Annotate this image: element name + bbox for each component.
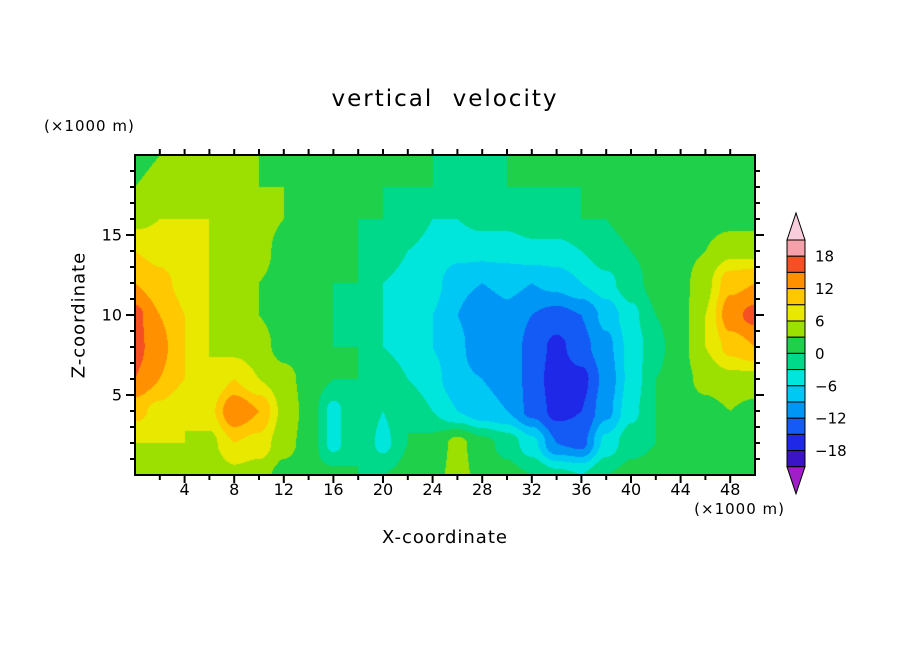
colorbar-segment bbox=[786, 385, 806, 403]
y-tick-label: 5 bbox=[111, 385, 122, 405]
colorbar-label: 12 bbox=[815, 280, 834, 298]
x-tick-label: 8 bbox=[229, 480, 240, 499]
colorbar-segment bbox=[786, 401, 806, 419]
contour-canvas bbox=[135, 155, 755, 475]
x-tick-label: 44 bbox=[670, 480, 691, 499]
colorbar-segment bbox=[786, 369, 806, 387]
colorbar-segment bbox=[786, 255, 806, 273]
colorbar-label: −18 bbox=[815, 442, 847, 460]
colorbar-segment bbox=[786, 320, 806, 338]
x-tick-label: 28 bbox=[472, 480, 493, 499]
colorbar-label: 6 bbox=[815, 313, 825, 331]
y-tick-label: 10 bbox=[101, 305, 122, 325]
x-tick-label: 4 bbox=[179, 480, 190, 499]
x-tick-label: 48 bbox=[720, 480, 741, 499]
colorbar-arrow-down bbox=[786, 466, 806, 496]
colorbar-label: −12 bbox=[815, 410, 847, 428]
x-tick-label: 20 bbox=[372, 480, 394, 499]
x-tick-label: 40 bbox=[620, 480, 642, 499]
colorbar-segment bbox=[786, 304, 806, 322]
plot-title: vertical velocity bbox=[331, 86, 559, 112]
x-tick-label: 32 bbox=[521, 480, 542, 499]
x-tick-label: 24 bbox=[422, 480, 443, 499]
colorbar-arrow-up bbox=[786, 211, 806, 241]
colorbar-segment bbox=[786, 239, 806, 257]
colorbar-label: 18 bbox=[815, 248, 834, 266]
colorbar-segment bbox=[786, 352, 806, 371]
colorbar-segment bbox=[786, 450, 806, 468]
x-axis-label: X-coordinate bbox=[382, 527, 508, 548]
x-tick-label: 12 bbox=[273, 480, 294, 499]
colorbar-segment bbox=[786, 288, 806, 306]
x-tick-label: 16 bbox=[323, 480, 344, 499]
colorbar-segment bbox=[786, 336, 806, 354]
colorbar-label: 0 bbox=[815, 345, 825, 363]
y-axis-unit: (×1000 m) bbox=[44, 117, 135, 135]
colorbar-segment bbox=[786, 271, 806, 290]
colorbar-segment bbox=[786, 433, 806, 452]
x-tick-label: 36 bbox=[571, 480, 592, 499]
colorbar-label: −6 bbox=[815, 377, 837, 395]
colorbar-segment bbox=[786, 417, 806, 435]
y-tick-label: 15 bbox=[101, 225, 122, 245]
x-axis-unit: (×1000 m) bbox=[694, 500, 785, 518]
